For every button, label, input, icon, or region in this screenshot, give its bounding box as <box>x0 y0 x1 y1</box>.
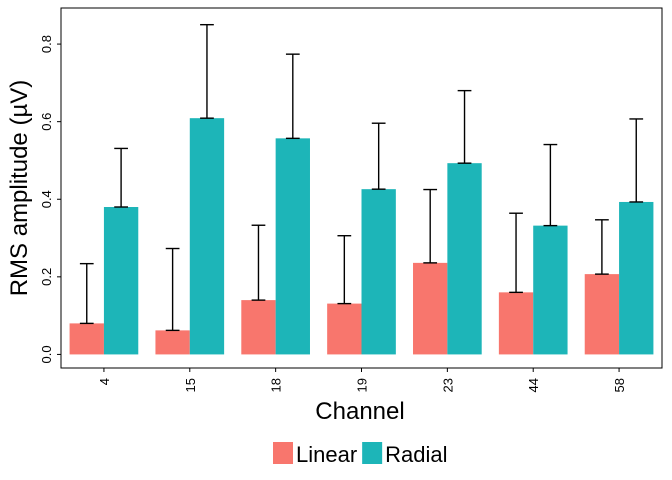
legend-swatch-linear <box>273 442 293 464</box>
plot-panel <box>60 7 663 369</box>
bar-linear-58 <box>584 274 620 355</box>
x-axis-title: Channel <box>315 398 404 425</box>
y-tick-label: 0.0 <box>39 345 54 363</box>
x-tick-label: 44 <box>526 378 541 392</box>
bar-linear-23 <box>413 262 448 355</box>
y-tick-label: 0.2 <box>39 268 54 286</box>
legend-label-radial: Radial <box>385 442 447 467</box>
x-tick-label: 18 <box>269 378 284 392</box>
y-tick-label: 0.8 <box>39 35 54 53</box>
x-tick-label: 4 <box>97 378 112 385</box>
y-tick-label: 0.6 <box>39 113 54 131</box>
y-axis-title: RMS amplitude (µV) <box>6 80 33 297</box>
x-tick-label: 19 <box>355 378 370 392</box>
x-axis: 4 15 18 19 23 44 58 <box>97 368 627 392</box>
x-tick-label: 58 <box>612 378 627 392</box>
bar-radial-23 <box>447 163 482 355</box>
legend: Linear Radial <box>273 442 448 467</box>
bar-linear-4 <box>69 323 104 355</box>
legend-swatch-radial <box>362 442 383 464</box>
bar-linear-15 <box>155 330 190 355</box>
bar-linear-18 <box>241 300 276 355</box>
bar-radial-15 <box>189 118 225 355</box>
bars-group <box>69 118 654 355</box>
bar-radial-4 <box>103 207 139 355</box>
bar-radial-58 <box>619 201 654 355</box>
bar-radial-44 <box>533 225 568 355</box>
x-tick-label: 15 <box>183 378 198 392</box>
bar-radial-18 <box>275 138 310 355</box>
y-axis: 0.0 0.2 0.4 0.6 0.8 <box>39 35 61 363</box>
bar-radial-19 <box>361 189 396 355</box>
y-tick-label: 0.4 <box>39 190 54 208</box>
x-tick-label: 23 <box>440 378 455 392</box>
bar-linear-19 <box>327 303 362 355</box>
bar-linear-44 <box>498 292 534 355</box>
error-bars-group <box>79 23 644 332</box>
legend-label-linear: Linear <box>296 442 357 467</box>
